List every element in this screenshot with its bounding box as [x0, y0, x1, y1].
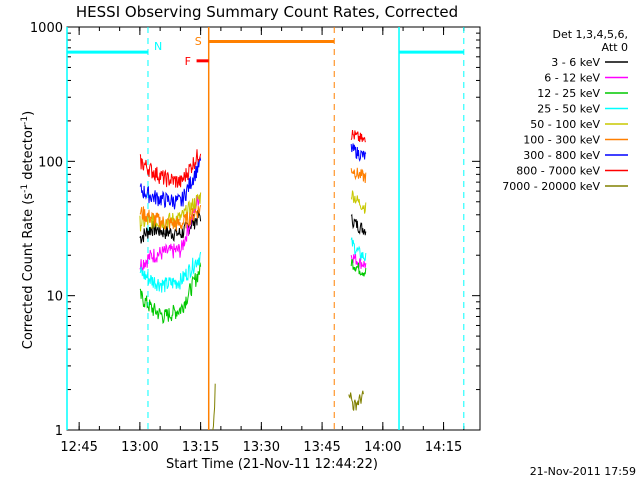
y-axis-label-end: )	[21, 111, 36, 116]
legend-entry-label: 3 - 6 keV	[551, 56, 600, 69]
night-label: N	[154, 40, 162, 53]
series-line-before-saa	[139, 156, 202, 210]
series-line-before-saa	[139, 262, 202, 324]
y-axis-ticks: 1 10 100 1000	[30, 21, 480, 439]
series-line-after-saa	[350, 213, 367, 236]
series-line-after-saa	[350, 143, 367, 162]
series-layer	[139, 130, 367, 431]
legend: Det 1,3,4,5,6, Att 0 3 - 6 keV 6 - 12 keV…	[502, 28, 628, 193]
legend-entry-label: 300 - 800 keV	[523, 149, 600, 162]
legend-entry-label: 50 - 100 keV	[530, 118, 600, 131]
x-tick-label: 12:45	[60, 440, 97, 455]
y-axis-label-sup1: -1	[20, 184, 30, 193]
legend-entry-label: 25 - 50 keV	[537, 103, 600, 116]
series-line-after-saa	[348, 390, 364, 411]
series-8	[212, 383, 364, 431]
legend-entry-label: 12 - 25 keV	[537, 87, 600, 100]
y-tick-label: 1	[55, 424, 63, 439]
y-axis-label: Corrected Count Rate (s-1 detector-1)	[20, 111, 36, 349]
series-5	[139, 167, 367, 231]
x-axis-label: Start Time (21-Nov-11 12:44:22)	[166, 457, 378, 472]
series-line-before-saa	[139, 251, 202, 293]
legend-entry-label: 7000 - 20000 keV	[502, 180, 600, 193]
series-0	[139, 210, 367, 244]
series-line-before-saa	[139, 210, 202, 244]
y-axis-label-sup2: -1	[20, 116, 30, 125]
y-axis-label-mid: detector	[21, 124, 36, 184]
series-6	[139, 143, 367, 210]
y-tick-label: 100	[38, 155, 63, 170]
x-tick-label: 13:30	[243, 440, 280, 455]
y-tick-label: 1000	[30, 21, 63, 36]
x-axis-ticks: 12:45 13:00 13:15 13:30 13:45 14:00 14:15	[60, 27, 465, 455]
legend-entry-label: 100 - 300 keV	[523, 134, 600, 147]
series-line-before-saa	[139, 204, 202, 231]
series-line-before-saa	[212, 383, 216, 431]
series-line-after-saa	[350, 130, 366, 143]
series-2	[139, 259, 367, 324]
series-line-after-saa	[350, 167, 367, 184]
x-tick-label: 14:15	[425, 440, 462, 455]
y-axis-label-main: Corrected Count Rate (s	[21, 193, 36, 350]
x-tick-label: 14:00	[364, 440, 401, 455]
series-3	[139, 237, 367, 293]
series-7	[139, 130, 366, 188]
series-line-before-saa	[139, 149, 202, 188]
x-tick-label: 13:45	[303, 440, 340, 455]
orbit-interval-overlays: N SF	[66, 27, 465, 430]
series-line-after-saa	[350, 237, 367, 262]
legend-header-line2: Att 0	[602, 41, 628, 54]
flare-label: F	[185, 55, 191, 68]
series-line-after-saa	[350, 190, 367, 214]
legend-entry-label: 6 - 12 keV	[544, 72, 600, 85]
x-tick-label: 13:15	[182, 440, 219, 455]
legend-header-line1: Det 1,3,4,5,6,	[552, 28, 628, 41]
chart-title: HESSI Observing Summary Count Rates, Cor…	[76, 3, 458, 21]
saa-label: S	[195, 35, 202, 48]
y-tick-label: 10	[46, 290, 63, 305]
x-tick-label: 13:00	[121, 440, 158, 455]
series-line-after-saa	[350, 259, 367, 277]
plot-timestamp: 21-Nov-2011 17:59	[530, 465, 636, 478]
legend-entries: 3 - 6 keV 6 - 12 keV 12 - 25 keV 25 - 50 ke…	[502, 56, 628, 193]
legend-entry-label: 800 - 7000 keV	[516, 165, 600, 178]
